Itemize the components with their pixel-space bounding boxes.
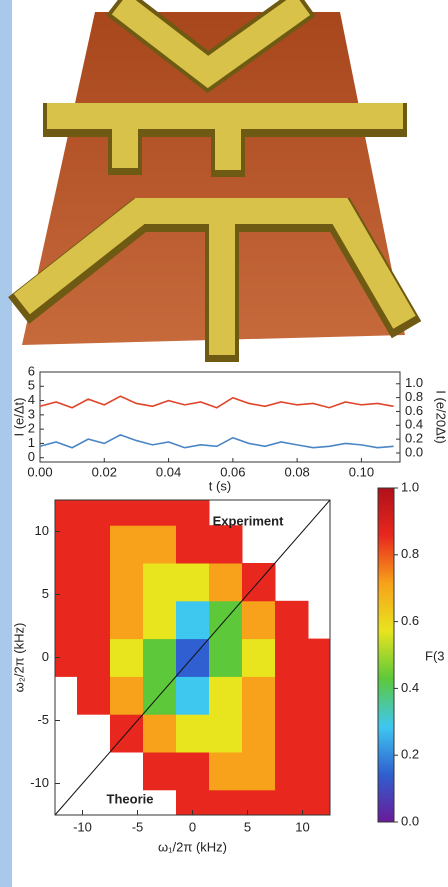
cell — [242, 639, 276, 677]
cell — [242, 714, 276, 752]
annotation: Experiment — [213, 513, 284, 528]
cell — [275, 676, 309, 714]
cell — [176, 714, 210, 752]
cell — [275, 601, 309, 639]
cell — [209, 525, 243, 563]
cell — [77, 601, 111, 639]
cell — [275, 752, 309, 790]
x-axis-label: ω₁/2π (kHz) — [158, 839, 227, 854]
cell — [209, 752, 243, 790]
y-axis-label: ω₂/2π (kHz) — [11, 623, 26, 693]
cell — [242, 601, 276, 639]
y-tick-label: -10 — [30, 775, 49, 790]
cell — [275, 639, 309, 677]
y-tick-label: 1 — [28, 435, 35, 450]
x-tick-label: 0.00 — [27, 464, 52, 479]
cell — [209, 714, 243, 752]
cell — [209, 563, 243, 601]
x-tick-label: 0.02 — [92, 464, 117, 479]
y2-tick-label: 0.8 — [405, 389, 423, 404]
y-tick-label: 6 — [28, 363, 35, 378]
y2-axis-label: I (e/20Δt) — [434, 390, 448, 443]
cell — [209, 676, 243, 714]
x-tick-label: 0.08 — [284, 464, 309, 479]
colorbar-tick-label: 0.0 — [401, 813, 419, 828]
y-tick-label: 3 — [28, 406, 35, 421]
cell — [275, 714, 309, 752]
x-tick-label: 5 — [244, 819, 251, 834]
y2-tick-label: 0.0 — [405, 444, 423, 459]
cell — [242, 676, 276, 714]
cell — [176, 676, 210, 714]
y-tick-label: 5 — [28, 378, 35, 393]
y-axis-label: I (e/Δt) — [11, 397, 26, 436]
y-tick-label: 0 — [28, 449, 35, 464]
colorbar-tick-label: 1.0 — [401, 479, 419, 494]
colorbar-tick-label: 0.4 — [401, 680, 419, 695]
y-tick-label: 10 — [35, 523, 49, 538]
y-tick-label: -5 — [37, 712, 49, 727]
page: 0.000.020.040.060.080.1001234560.00.20.4… — [0, 0, 448, 887]
colorbar — [378, 488, 394, 822]
cell — [110, 563, 144, 601]
x-tick-label: 0.04 — [156, 464, 181, 479]
x-tick-label: 0.06 — [220, 464, 245, 479]
x-tick-label: 10 — [295, 819, 309, 834]
colorbar-tick-label: 0.8 — [401, 546, 419, 561]
cell — [77, 563, 111, 601]
cell — [242, 752, 276, 790]
cell — [143, 639, 177, 677]
y2-tick-label: 0.4 — [405, 417, 423, 432]
y-tick-label: 2 — [28, 421, 35, 436]
colorbar-tick-label: 0.6 — [401, 613, 419, 628]
y2-tick-label: 0.2 — [405, 431, 423, 446]
y-tick-label: 5 — [42, 586, 49, 601]
cell — [77, 525, 111, 563]
cell — [176, 752, 210, 790]
cell — [77, 639, 111, 677]
x-tick-label: -5 — [132, 819, 144, 834]
cell — [143, 714, 177, 752]
cell — [110, 676, 144, 714]
figure: 0.000.020.040.060.080.1001234560.00.20.4… — [0, 0, 448, 887]
y-tick-label: 4 — [28, 392, 35, 407]
colorbar-label: F(3 — [425, 648, 445, 663]
cell — [143, 525, 177, 563]
cell — [176, 563, 210, 601]
y2-tick-label: 0.6 — [405, 403, 423, 418]
annotation: Theorie — [107, 791, 154, 806]
cell — [143, 752, 177, 790]
x-tick-label: -10 — [73, 819, 92, 834]
cell — [143, 563, 177, 601]
cell — [77, 676, 111, 714]
colorbar-tick-label: 0.2 — [401, 747, 419, 762]
cell — [176, 525, 210, 563]
cell — [209, 639, 243, 677]
cell — [143, 601, 177, 639]
x-tick-label: 0 — [189, 819, 196, 834]
cell — [176, 601, 210, 639]
y-tick-label: 0 — [42, 649, 49, 664]
cell — [110, 601, 144, 639]
x-axis-label: t (s) — [209, 478, 231, 493]
cell — [110, 525, 144, 563]
x-tick-label: 0.10 — [349, 464, 374, 479]
y2-tick-label: 1.0 — [405, 375, 423, 390]
cell — [110, 639, 144, 677]
